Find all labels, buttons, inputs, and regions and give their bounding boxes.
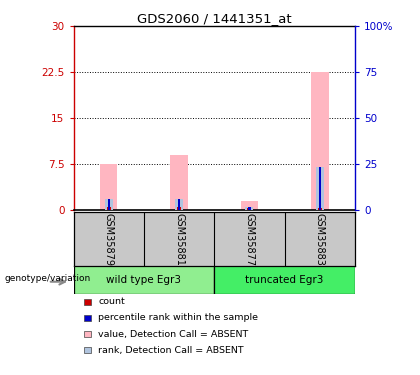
Bar xyxy=(319,167,321,210)
Bar xyxy=(248,207,250,210)
Text: genotype/variation: genotype/variation xyxy=(4,274,90,283)
Bar xyxy=(177,207,181,210)
Text: rank, Detection Call = ABSENT: rank, Detection Call = ABSENT xyxy=(98,346,244,355)
Bar xyxy=(318,208,322,210)
Bar xyxy=(74,266,214,294)
Text: GSM35877: GSM35877 xyxy=(244,213,255,266)
Text: truncated Egr3: truncated Egr3 xyxy=(245,275,324,285)
Bar xyxy=(170,155,188,210)
Bar xyxy=(175,199,183,210)
Text: wild type Egr3: wild type Egr3 xyxy=(106,275,181,285)
Bar xyxy=(311,72,328,210)
Bar xyxy=(247,208,251,210)
Text: GSM35879: GSM35879 xyxy=(104,213,114,266)
Bar xyxy=(178,199,180,210)
Bar xyxy=(241,201,258,210)
Text: GSM35883: GSM35883 xyxy=(315,213,325,266)
Text: percentile rank within the sample: percentile rank within the sample xyxy=(98,314,258,322)
Bar xyxy=(100,164,118,210)
Bar xyxy=(316,167,324,210)
Bar xyxy=(108,199,110,210)
Title: GDS2060 / 1441351_at: GDS2060 / 1441351_at xyxy=(137,12,291,25)
Bar xyxy=(107,207,110,210)
Bar xyxy=(245,207,253,210)
Bar xyxy=(214,266,355,294)
Text: GSM35881: GSM35881 xyxy=(174,213,184,266)
Text: count: count xyxy=(98,297,125,306)
Bar xyxy=(105,199,113,210)
Text: value, Detection Call = ABSENT: value, Detection Call = ABSENT xyxy=(98,330,249,339)
